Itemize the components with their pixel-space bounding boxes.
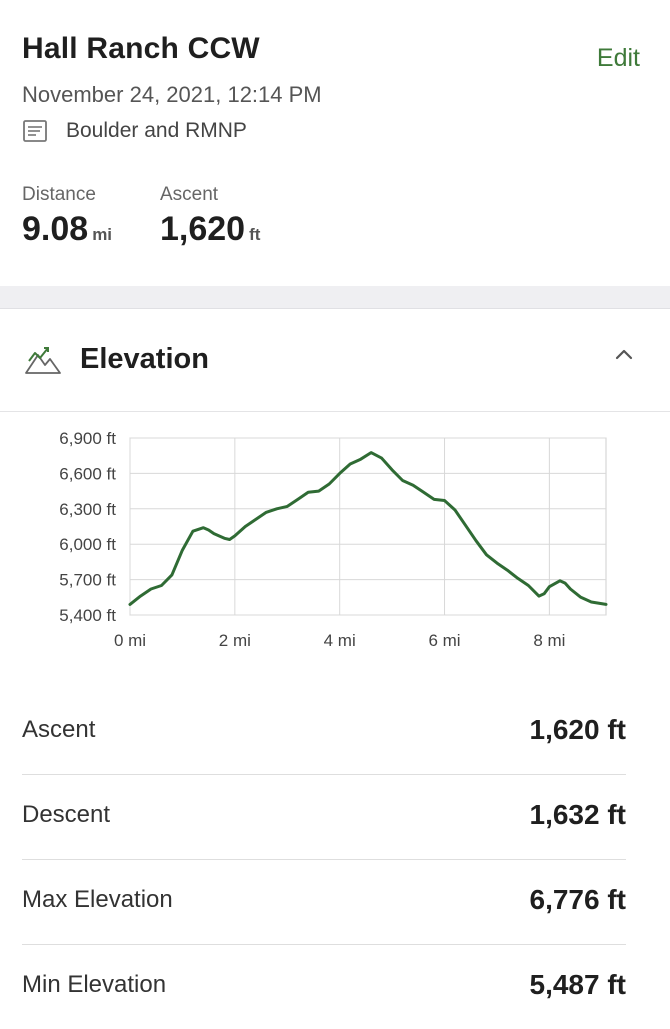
collection-link[interactable]: Boulder and RMNP <box>22 117 247 145</box>
summary-value: 5,487 ft <box>529 969 627 1000</box>
elevation-section-header[interactable]: Elevation <box>0 309 670 412</box>
summary-row-min-elevation: Min Elevation 5,487 ft <box>22 945 626 1029</box>
x-tick-label: 6 mi <box>428 631 460 650</box>
collection-name: Boulder and RMNP <box>66 119 247 142</box>
summary-row-ascent: Ascent 1,620 ft <box>22 690 626 775</box>
stat-unit: ft <box>249 225 261 244</box>
summary-row-max-elevation: Max Elevation 6,776 ft <box>22 860 626 945</box>
summary-label: Ascent <box>22 716 96 743</box>
elevation-chart-svg: 5,400 ft 5,700 ft 6,000 ft 6,300 ft 6,600 ft… <box>59 429 608 650</box>
y-tick-label: 6,900 ft <box>59 429 116 448</box>
x-tick-label: 0 mi <box>114 631 146 650</box>
x-tick-label: 4 mi <box>324 631 356 650</box>
summary-label: Max Elevation <box>22 886 173 913</box>
document-icon <box>22 118 48 144</box>
section-divider <box>0 286 670 309</box>
stat-unit: mi <box>92 225 113 244</box>
y-tick-label: 6,600 ft <box>59 464 116 483</box>
chevron-up-icon[interactable] <box>612 343 636 367</box>
stat-value: 1,620 ft <box>160 210 261 248</box>
y-tick-label: 5,400 ft <box>59 606 116 625</box>
elevation-chart: 5,400 ft 5,700 ft 6,000 ft 6,300 ft 6,600 ft… <box>0 420 670 660</box>
activity-title: Hall Ranch CCW <box>22 32 260 65</box>
elevation-title: Elevation <box>80 343 209 375</box>
summary-value: 6,776 ft <box>529 884 627 915</box>
summary-label: Descent <box>22 801 111 828</box>
summary-value: 1,632 ft <box>529 799 627 830</box>
stat-label: Distance <box>22 184 96 205</box>
mountain-icon <box>24 343 62 377</box>
x-tick-label: 8 mi <box>533 631 565 650</box>
stat-value: 9.08 mi <box>22 210 113 248</box>
plot-frame <box>129 437 607 616</box>
activity-header: Hall Ranch CCW Edit November 24, 2021, 1… <box>0 0 670 286</box>
summary-label: Min Elevation <box>22 971 167 998</box>
stat-label: Ascent <box>160 184 219 205</box>
elevation-line <box>128 451 608 606</box>
x-tick-label: 2 mi <box>219 631 251 650</box>
y-tick-label: 5,700 ft <box>59 571 116 590</box>
summary-row-descent: Descent 1,632 ft <box>22 775 626 860</box>
stat-ascent: Ascent 1,620 ft <box>160 184 260 249</box>
stat-distance: Distance 9.08 mi <box>22 184 112 249</box>
y-tick-label: 6,300 ft <box>59 500 116 519</box>
summary-value: 1,620 ft <box>529 714 627 745</box>
y-tick-label: 6,000 ft <box>59 535 116 554</box>
activity-date: November 24, 2021, 12:14 PM <box>22 82 322 107</box>
edit-button[interactable]: Edit <box>596 44 640 72</box>
